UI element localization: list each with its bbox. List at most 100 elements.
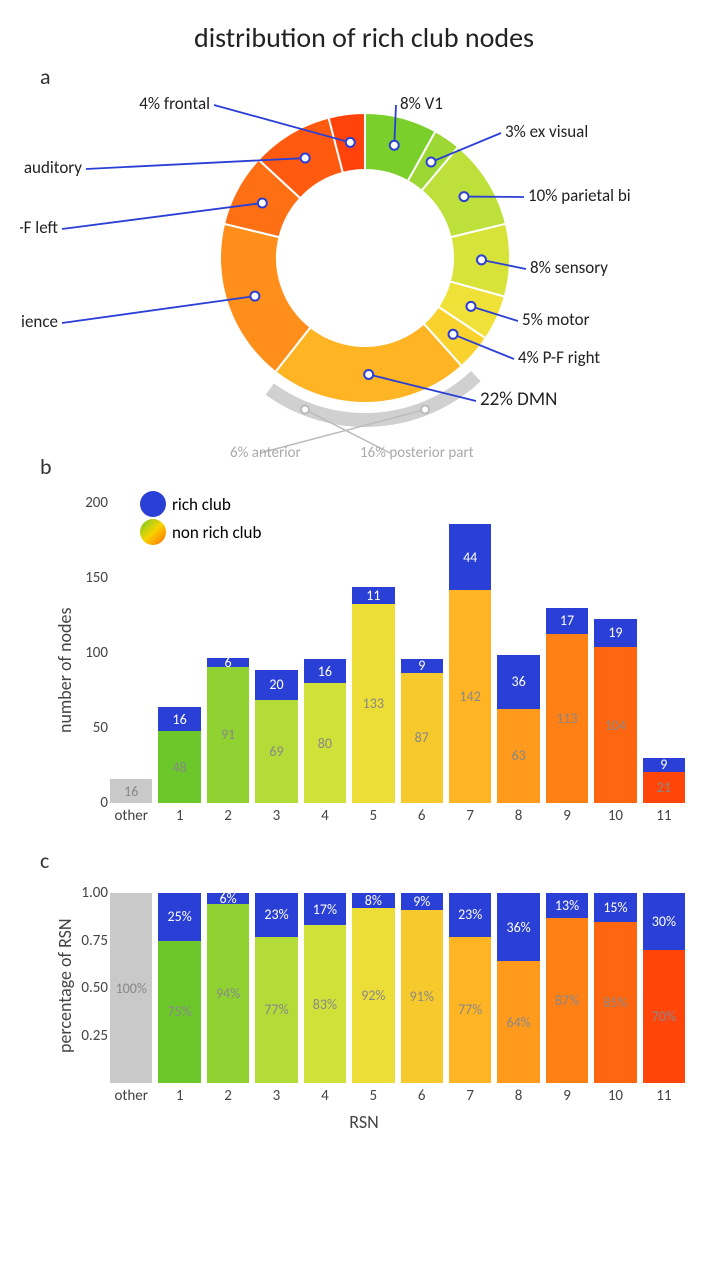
bar-segment-rich: 13% <box>546 893 588 918</box>
bar-segment-rich: 30% <box>643 893 685 950</box>
bar-segment-nonrich: 92% <box>352 908 394 1083</box>
bar-segment-rich: 23% <box>255 893 297 937</box>
bar-segment-nonrich: 113 <box>546 634 588 804</box>
bar-column: 17%83%4 <box>304 893 346 1083</box>
bar-segment-rich: 15% <box>594 893 636 922</box>
bar-category-label: 4 <box>321 1087 329 1105</box>
donut-chart-svg <box>200 93 530 433</box>
bar-category-label: 5 <box>370 807 378 825</box>
donut-segment-label: 5% motor <box>522 309 590 330</box>
bar-segment-nonrich: 77% <box>449 937 491 1083</box>
panel-letter-b: b <box>40 453 52 480</box>
donut-segment-label: 8% P-F left <box>20 217 59 238</box>
bar-column: 15%85%10 <box>594 893 636 1083</box>
bar-segment-nonrich: 91% <box>401 910 443 1083</box>
donut-segment-label: 18% salience <box>20 311 58 332</box>
bar-segment-rich: 20 <box>255 670 297 700</box>
bar-column: 111335 <box>352 503 394 803</box>
bar-segment-nonrich: 91 <box>207 667 249 804</box>
bar-category-label: 7 <box>466 807 474 825</box>
panel-letter-a: a <box>40 63 51 90</box>
bar-category-label: 5 <box>370 1087 378 1105</box>
y-tick: 150 <box>85 569 108 587</box>
bar-segment-nonrich: 70% <box>643 950 685 1083</box>
bar-segment-nonrich: 94% <box>207 904 249 1083</box>
bar-category-label: 11 <box>656 1087 671 1105</box>
bar-category-label: 4 <box>321 807 329 825</box>
bar-category-label: 3 <box>273 1087 281 1105</box>
bar-column: 9876 <box>401 503 443 803</box>
bar-segment-rich: 36 <box>497 655 539 709</box>
bar-segment-rich: 9% <box>401 893 443 910</box>
panel-c: c percentage of RSN 0.250.500.751.00 100… <box>20 853 708 1113</box>
bar-column: 6%94%2 <box>207 893 249 1083</box>
bar-column: 171139 <box>546 503 588 803</box>
panel-letter-c: c <box>40 847 49 874</box>
y-axis-label-b: number of nodes <box>54 607 76 733</box>
bar-segment-rich: 19 <box>594 619 636 648</box>
bar-category-label: 11 <box>656 807 671 825</box>
bar-category-label: 1 <box>176 1087 184 1105</box>
bar-column: 441427 <box>449 503 491 803</box>
bar-column: 36%64%8 <box>497 893 539 1083</box>
x-axis-label-c: RSN <box>20 1111 708 1133</box>
bar-segment-nonrich: 87 <box>401 673 443 804</box>
bar-category-label: 10 <box>608 1087 623 1105</box>
donut-sublabel: 6% anterior <box>230 444 301 462</box>
donut-segment-label: 4% P-F right <box>518 347 600 368</box>
y-tick: 0.50 <box>81 979 108 997</box>
y-tick: 200 <box>85 494 108 512</box>
bar-category-label: 3 <box>273 807 281 825</box>
bar-segment-nonrich: 21 <box>643 772 685 804</box>
y-tick: 1.00 <box>81 884 108 902</box>
bar-segment-rich: 25% <box>158 893 200 941</box>
y-axis-label-c: percentage of RSN <box>54 918 76 1053</box>
bar-category-label: 10 <box>608 807 623 825</box>
bar-segment-rich: 23% <box>449 893 491 937</box>
bar-segment-nonrich: 48 <box>158 731 200 803</box>
bar-column: 100%other <box>110 893 152 1083</box>
bar-column: 30%70%11 <box>643 893 685 1083</box>
bar-segment-nonrich: 64% <box>497 961 539 1083</box>
bar-segment-nonrich: 104 <box>594 647 636 803</box>
bar-category-label: 2 <box>224 1087 232 1105</box>
y-ticks-c: 0.250.500.751.00 <box>74 893 108 1083</box>
y-tick: 0 <box>100 794 108 812</box>
bar-segment-nonrich: 75% <box>158 941 200 1084</box>
y-ticks-b: 050100150200 <box>74 503 108 803</box>
donut-segment-label: 10% parietal bi <box>528 185 631 206</box>
bar-column: 8%92%5 <box>352 893 394 1083</box>
bar-category-label: other <box>114 807 148 825</box>
bar-segment-rich: 9 <box>643 758 685 772</box>
bar-category-label: 7 <box>466 1087 474 1105</box>
bar-category-label: 8 <box>515 807 523 825</box>
bar-segment-nonrich: 63 <box>497 709 539 804</box>
bar-segment-nonrich: 16 <box>110 779 152 803</box>
panel-b: b rich club non rich club number of node… <box>20 463 708 843</box>
bar-segment-rich: 16 <box>158 707 200 731</box>
bar-column: 9%91%6 <box>401 893 443 1083</box>
bar-segment-rich: 6 <box>207 658 249 667</box>
panel-a: a 8% V13% ex visual10% parietal bi8% sen… <box>20 63 708 463</box>
bar-column: 25%75%1 <box>158 893 200 1083</box>
bar-segment-rich: 6% <box>207 893 249 904</box>
bar-segment-nonrich: 83% <box>304 925 346 1083</box>
bar-category-label: 1 <box>176 807 184 825</box>
bar-segment-nonrich: 69 <box>255 700 297 804</box>
bar-segment-rich: 8% <box>352 893 394 908</box>
bar-column: 16804 <box>304 503 346 803</box>
y-tick: 0.25 <box>81 1027 108 1045</box>
bars-area-b: 16other164816912206931680411133598764414… <box>110 503 685 803</box>
bar-segment-nonrich: 100% <box>110 893 152 1083</box>
donut-segment-label: 8% sensory <box>530 257 608 278</box>
bar-segment-rich: 44 <box>449 524 491 590</box>
y-tick: 0.75 <box>81 932 108 950</box>
bar-segment-nonrich: 87% <box>546 918 588 1083</box>
bar-category-label: 9 <box>563 807 571 825</box>
bar-column: 16481 <box>158 503 200 803</box>
bar-column: 13%87%9 <box>546 893 588 1083</box>
bar-category-label: other <box>114 1087 148 1105</box>
bar-segment-nonrich: 142 <box>449 590 491 803</box>
bar-segment-rich: 16 <box>304 659 346 683</box>
bar-segment-nonrich: 77% <box>255 937 297 1083</box>
